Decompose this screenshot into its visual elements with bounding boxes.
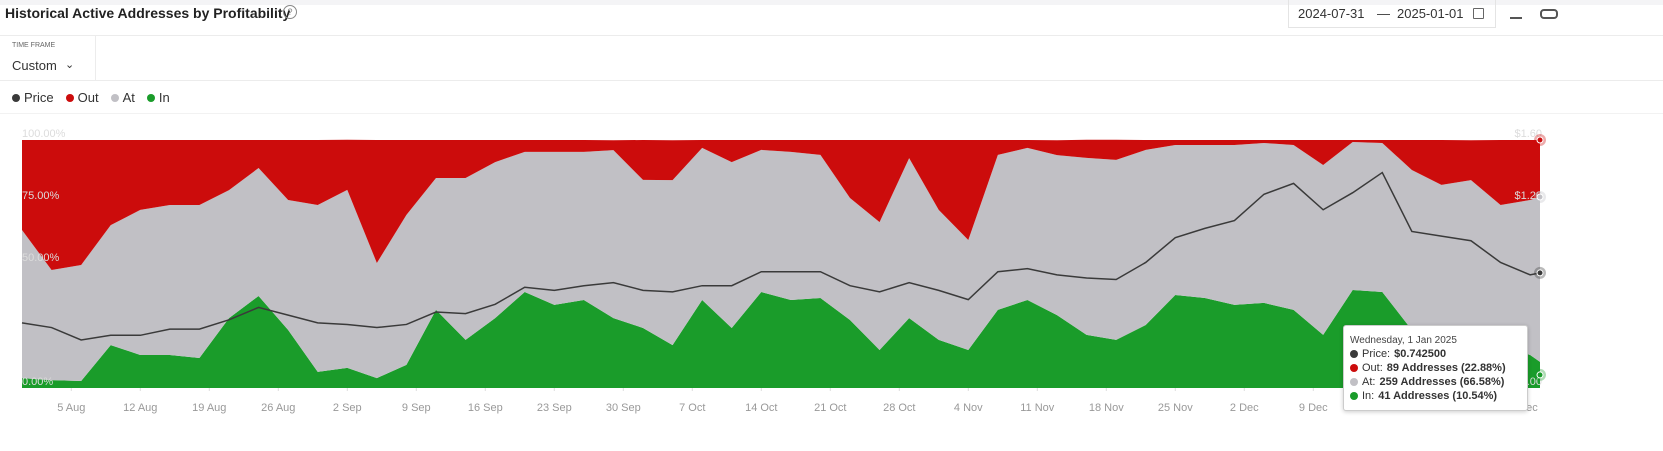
- divider: [0, 113, 1663, 114]
- tooltip-label: In:: [1362, 390, 1375, 402]
- tooltip-label: Out:: [1362, 362, 1383, 374]
- legend-swatch: [146, 93, 155, 102]
- legend-label: Out: [77, 90, 99, 105]
- x-tick-label: 11 Nov: [1020, 402, 1055, 414]
- calendar-icon[interactable]: [1473, 8, 1484, 19]
- x-tick-label: 5 Aug: [57, 402, 85, 414]
- x-tick-label: 4 Nov: [954, 402, 983, 414]
- hover-dot: [1536, 193, 1544, 201]
- chevron[interactable]: ⌄: [65, 59, 75, 71]
- legend-label: In: [158, 90, 170, 105]
- tooltip-row: In: 41 Addresses (10.54%): [1350, 390, 1497, 402]
- tooltip-label: At:: [1362, 376, 1376, 388]
- x-tick-label: 30 Sep: [606, 402, 641, 414]
- x-tick-label: 18 Nov: [1089, 402, 1124, 414]
- y2-tick-label: $1.20: [1514, 190, 1542, 202]
- legend-item[interactable]: Out: [65, 90, 99, 105]
- x-tick-label: 7 Oct: [679, 402, 705, 414]
- tooltip-value: 89 Addresses (22.88%): [1386, 362, 1506, 374]
- time-frame-select[interactable]: Custom: [12, 58, 57, 73]
- x-tick-label: 25 Nov: [1158, 402, 1193, 414]
- legend-item[interactable]: At: [110, 90, 135, 105]
- tooltip-date: Wednesday, 1 Jan 2025: [1350, 335, 1457, 346]
- tooltip-label: Price:: [1362, 348, 1391, 360]
- help-icon[interactable]: ?: [283, 5, 297, 19]
- x-tick-label: 9 Sep: [402, 402, 431, 414]
- y-tick-label: 100.00%: [22, 128, 66, 140]
- link-icon[interactable]: [1540, 9, 1558, 19]
- x-tick-label: 16 Sep: [468, 402, 503, 414]
- x-tick-label: 23 Sep: [537, 402, 572, 414]
- hover-dot: [1536, 269, 1544, 277]
- y-tick-label: 50.00%: [22, 252, 60, 264]
- y-tick-label: 0.00%: [22, 376, 53, 388]
- tooltip-value: 41 Addresses (10.54%): [1378, 390, 1498, 402]
- divider: [0, 80, 1663, 81]
- tooltip-row: At: 259 Addresses (66.58%): [1350, 376, 1504, 388]
- hover-dot: [1536, 136, 1544, 144]
- legend-swatch: [110, 93, 119, 102]
- y2-tick-label: $1.60: [1514, 128, 1542, 140]
- tooltip-value: 259 Addresses (66.58%): [1379, 376, 1505, 388]
- legend-swatch: [65, 93, 74, 102]
- x-tick-label: 12 Aug: [123, 402, 157, 414]
- download-icon[interactable]: [1510, 7, 1522, 19]
- tooltip-swatch: [1350, 364, 1358, 372]
- axes: 0.00%50.00%75.00%100.00%$0.00$1.20$1.605…: [22, 128, 1542, 414]
- legend-label: At: [122, 90, 135, 105]
- x-tick-label: 9 Dec: [1299, 402, 1328, 414]
- x-tick-label: 2 Dec: [1230, 402, 1259, 414]
- areas: [22, 139, 1540, 388]
- legend: Price Out At In: [12, 90, 170, 105]
- tooltip-value: $0.742500: [1394, 348, 1447, 360]
- title: Historical Active Addresses by Profitabi…: [5, 5, 291, 21]
- area: [22, 290, 1540, 388]
- top-strip: [0, 0, 1663, 5]
- x-tick-label: 28 Oct: [883, 402, 915, 414]
- price-line: [21, 171, 1541, 341]
- x-tick-label: 14 Oct: [745, 402, 777, 414]
- tooltip-swatch: [1350, 378, 1358, 386]
- legend-item[interactable]: In: [146, 90, 170, 105]
- tooltip: Wednesday, 1 Jan 2025 Price: $0.742500 Out…: [1343, 325, 1528, 411]
- divider: [0, 35, 1663, 36]
- x-tick-label: 2 Sep: [333, 402, 362, 414]
- area: [22, 139, 1540, 270]
- date-sep: —: [1377, 6, 1390, 21]
- lines: [21, 171, 1541, 341]
- tooltip-swatch: [1350, 350, 1358, 358]
- legend-item[interactable]: Price: [12, 90, 54, 105]
- x-tick-label: 26 Aug: [261, 402, 295, 414]
- tooltip-row: Out: 89 Addresses (22.88%): [1350, 362, 1506, 374]
- y-tick-label: 75.00%: [22, 190, 60, 202]
- time-frame-label: TIME FRAME: [12, 42, 56, 49]
- area: [22, 141, 1540, 382]
- x-tick-label: 21 Oct: [814, 402, 846, 414]
- x-tick-label: 19 Aug: [192, 402, 226, 414]
- legend-swatch: [12, 93, 20, 102]
- hover-dot: [1536, 371, 1544, 379]
- date-from[interactable]: 2024-07-31: [1298, 6, 1365, 21]
- date-to[interactable]: 2025-01-01: [1397, 6, 1464, 21]
- divider: [95, 36, 96, 80]
- date-picker[interactable]: [1288, 0, 1496, 28]
- tooltip-swatch: [1350, 392, 1358, 400]
- legend-label: Price: [24, 90, 54, 105]
- tooltip-row: Price: $0.742500: [1350, 348, 1446, 360]
